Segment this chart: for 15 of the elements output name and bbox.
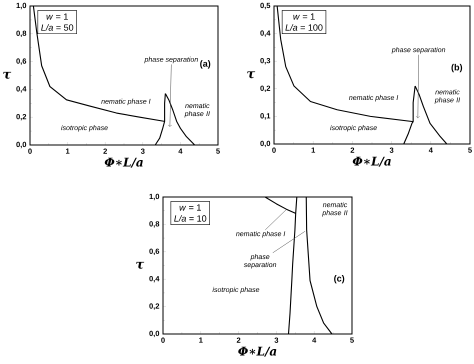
y-axis-title: τ	[247, 71, 256, 78]
annotation: L/a = 100	[285, 24, 323, 31]
y-axis-title: τ	[136, 262, 144, 269]
annotation: w = 1	[293, 13, 315, 20]
annotation: w = 1	[180, 204, 201, 211]
x-axis-title: Φ∗L/a	[238, 346, 276, 357]
x-axis-title: Φ∗L/a	[352, 156, 391, 167]
annotation: (c)	[334, 274, 344, 284]
y-axis-title: τ	[3, 72, 12, 79]
annotation: L/a = 50	[41, 24, 74, 31]
annotation: (a)	[200, 60, 210, 69]
annotation: (b)	[452, 64, 462, 72]
x-axis-title: Φ∗L/a	[104, 158, 143, 168]
annotation: L/a = 10	[174, 215, 206, 222]
annotation: w = 1	[46, 13, 68, 20]
